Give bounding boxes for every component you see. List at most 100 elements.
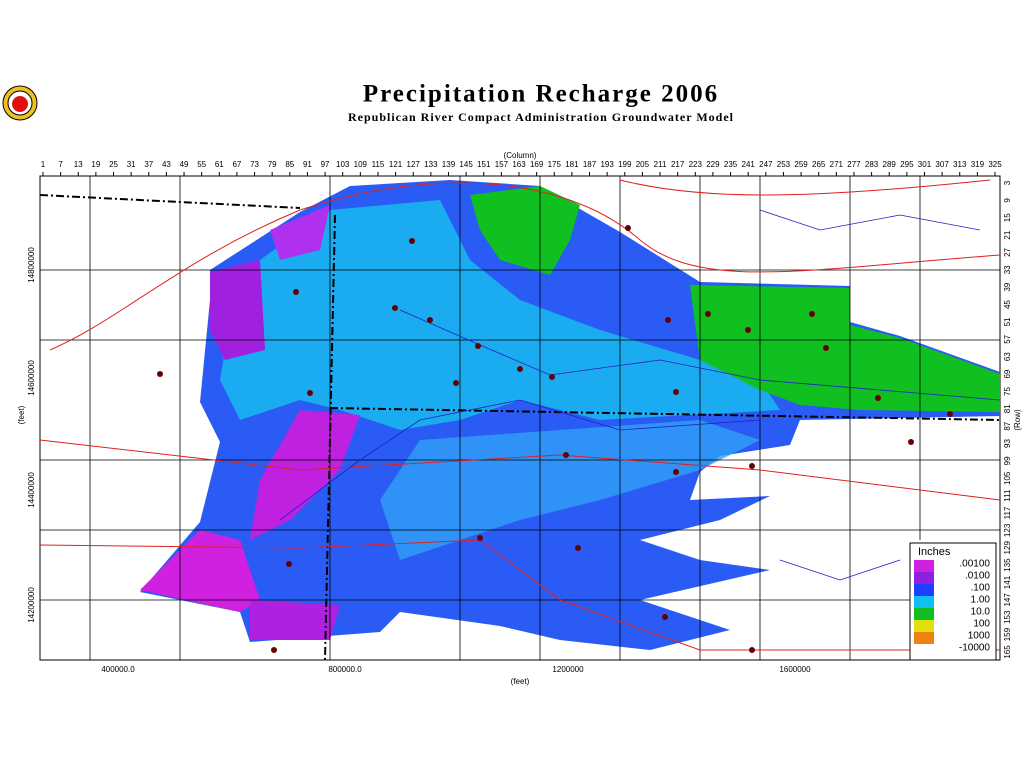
row-tick-label: 147: [1003, 593, 1012, 607]
column-axis-label: (Column): [504, 151, 537, 160]
y-tick-label: 14200000: [27, 587, 36, 623]
row-tick-label: 75: [1003, 386, 1012, 395]
legend-swatch: [914, 572, 934, 584]
row-tick-label: 135: [1003, 558, 1012, 572]
column-tick-label: 169: [530, 160, 544, 169]
legend-title: Inches: [918, 546, 951, 558]
x-tick-label: 400000.0: [101, 665, 135, 674]
column-tick-label: 295: [900, 160, 914, 169]
column-tick-label: 277: [847, 160, 861, 169]
legend-swatch: [914, 620, 934, 632]
column-tick-label: 205: [636, 160, 650, 169]
legend-label: 100: [973, 619, 990, 630]
row-tick-label: 3: [1003, 180, 1012, 185]
column-tick-label: 301: [918, 160, 932, 169]
column-tick-label: 211: [654, 160, 667, 169]
column-tick-label: 229: [706, 160, 720, 169]
row-tick-label: 63: [1003, 352, 1012, 361]
column-tick-label: 175: [548, 160, 562, 169]
state-line: [39, 194, 301, 209]
column-tick-label: 235: [724, 160, 738, 169]
y-tick-label: 14600000: [27, 360, 36, 396]
legend-label: .00100: [959, 559, 990, 570]
column-tick-label: 319: [971, 160, 985, 169]
area-cyan: [220, 200, 780, 430]
column-tick-label: 85: [285, 160, 294, 169]
area-green-north: [470, 186, 580, 275]
row-tick-label: 81: [1003, 404, 1012, 413]
legend-label: 1000: [968, 631, 991, 642]
column-tick-label: 97: [321, 160, 330, 169]
row-tick-label: 15: [1003, 213, 1012, 222]
row-tick-label: 105: [1003, 471, 1012, 485]
map: [39, 176, 1001, 661]
column-tick-label: 67: [232, 160, 241, 169]
column-tick-label: 79: [268, 160, 277, 169]
column-tick-label: 193: [600, 160, 614, 169]
column-tick-label: 61: [215, 160, 224, 169]
column-tick-label: 157: [495, 160, 509, 169]
x-tick-label: 1600000: [779, 665, 811, 674]
river: [779, 559, 901, 581]
column-tick-label: 1: [41, 160, 46, 169]
road: [39, 439, 1001, 501]
road: [49, 182, 1001, 351]
column-tick-label: 181: [565, 160, 579, 169]
column-tick-label: 31: [127, 160, 136, 169]
logo: [2, 85, 38, 121]
column-tick-label: 145: [459, 160, 473, 169]
legend-label: .0100: [965, 571, 990, 582]
legend-label: 10.0: [971, 607, 991, 618]
column-tick-label: 139: [442, 160, 456, 169]
legend-label: 1.00: [971, 595, 991, 606]
row-tick-label: 99: [1003, 456, 1012, 465]
column-tick-label: 289: [883, 160, 897, 169]
cities: [157, 225, 953, 653]
row-tick-label: 45: [1003, 300, 1012, 309]
row-tick-label: 141: [1003, 575, 1012, 589]
column-tick-label: 223: [689, 160, 703, 169]
y-tick-label: 14400000: [27, 472, 36, 508]
county-lines: [40, 176, 1000, 660]
y-axis-label: (feet): [17, 405, 26, 424]
column-tick-label: 25: [109, 160, 118, 169]
title: Precipitation Recharge 2006: [363, 81, 719, 108]
legend-swatch: [914, 644, 934, 656]
row-tick-label: 93: [1003, 439, 1012, 448]
column-tick-label: 103: [336, 160, 350, 169]
x-tick-label: 800000.0: [328, 665, 362, 674]
row-tick-label: 9: [1003, 198, 1012, 203]
row-tick-label: 27: [1003, 247, 1012, 256]
column-tick-label: 151: [477, 160, 491, 169]
legend-swatch: [914, 608, 934, 620]
subtitle: Republican River Compact Administration …: [348, 110, 734, 124]
legend-label: .100: [971, 583, 991, 594]
legend-swatch: [914, 596, 934, 608]
area-magenta-center: [250, 410, 360, 540]
row-tick-label: 129: [1003, 541, 1012, 555]
column-tick-label: 121: [389, 160, 403, 169]
column-tick-label: 43: [162, 160, 171, 169]
column-tick-label: 259: [794, 160, 808, 169]
column-tick-label: 109: [354, 160, 368, 169]
state-line: [324, 214, 336, 661]
column-tick-label: 91: [303, 160, 312, 169]
column-tick-label: 163: [512, 160, 526, 169]
column-tick-label: 307: [935, 160, 949, 169]
column-tick-label: 241: [742, 160, 756, 169]
row-tick-label: 57: [1003, 334, 1012, 343]
column-tick-label: 19: [91, 160, 100, 169]
column-tick-label: 37: [144, 160, 153, 169]
row-tick-label: 39: [1003, 282, 1012, 291]
river: [759, 209, 981, 231]
row-tick-label: 87: [1003, 421, 1012, 430]
road: [619, 179, 991, 196]
row-tick-label: 165: [1003, 645, 1012, 659]
column-tick-label: 271: [830, 160, 844, 169]
column-tick-label: 247: [759, 160, 773, 169]
column-tick-label: 217: [671, 160, 685, 169]
legend-label: -10000: [959, 643, 991, 654]
column-tick-label: 133: [424, 160, 438, 169]
column-tick-label: 55: [197, 160, 206, 169]
